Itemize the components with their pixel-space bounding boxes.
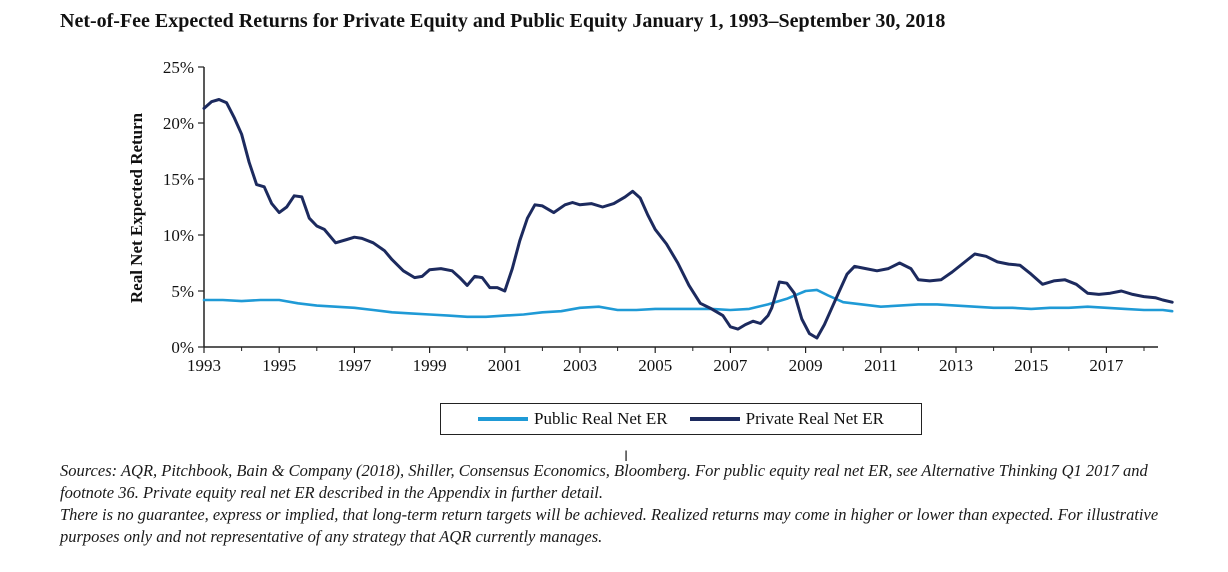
series-line-public (202, 288, 1174, 319)
tick-labels: 0% 5% 10% 15% 20% 25% 1993 1995 1997 1999 2001 2003… (163, 58, 1124, 375)
series-lines (202, 98, 1174, 340)
text-cursor-icon: I (624, 449, 629, 465)
x-tick-label: 1993 (187, 356, 221, 375)
legend-item-private: Private Real Net ER (689, 409, 884, 429)
y-tick-label: 10% (163, 226, 194, 245)
sources-note: Sources: AQR, Pitchbook, Bain & Company … (60, 460, 1200, 548)
y-tick-label: 0% (171, 338, 194, 357)
legend-label-public: Public Real Net ER (534, 409, 668, 428)
x-tick-label: 1999 (413, 356, 447, 375)
x-tick-label: 2015 (1014, 356, 1048, 375)
series-line-private (202, 98, 1174, 340)
x-tick-label: 1995 (262, 356, 296, 375)
x-tick-label: 2003 (563, 356, 597, 375)
x-tick-label: 2011 (864, 356, 897, 375)
x-tick-label: 2013 (939, 356, 973, 375)
legend: Public Real Net ER Private Real Net ER (440, 403, 922, 435)
x-tick-label: 2005 (638, 356, 672, 375)
x-tick-label: 1997 (337, 356, 372, 375)
x-tick-label: 2017 (1089, 356, 1124, 375)
legend-item-public: Public Real Net ER (478, 409, 668, 429)
chart-title: Net-of-Fee Expected Returns for Private … (60, 10, 946, 32)
legend-label-private: Private Real Net ER (745, 409, 884, 428)
disclaimer-paragraph: There is no guarantee, express or implie… (60, 505, 1159, 546)
y-tick-label: 5% (171, 282, 194, 301)
y-tick-label: 25% (163, 58, 194, 77)
sources-paragraph: Sources: AQR, Pitchbook, Bain & Company … (60, 461, 1148, 502)
y-tick-label: 15% (163, 170, 194, 189)
y-axis-label: Real Net Expected Return (127, 112, 146, 303)
x-tick-label: 2007 (713, 356, 748, 375)
x-tick-label: 2009 (789, 356, 823, 375)
chart-plot: Real Net Expected Return 0% 5% 10% 15% 20% 25… (127, 58, 1174, 375)
x-tick-label: 2001 (488, 356, 522, 375)
y-tick-label: 20% (163, 114, 194, 133)
legend-swatch-private (689, 417, 740, 421)
legend-swatch-public (478, 417, 529, 421)
